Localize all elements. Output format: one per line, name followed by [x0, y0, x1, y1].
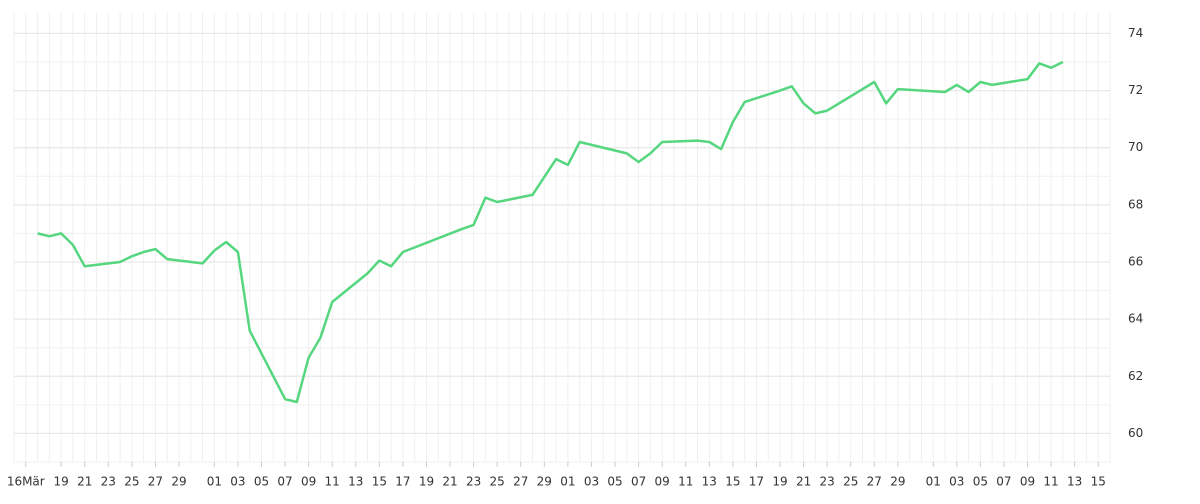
x-tick-label: 13 — [1067, 475, 1082, 489]
x-tick-label: 03 — [230, 475, 245, 489]
x-tick-label: 13 — [348, 475, 363, 489]
x-tick-label: 29 — [537, 475, 552, 489]
x-tick-label: 29 — [171, 475, 186, 489]
x-tick-label: 03 — [584, 475, 599, 489]
y-tick-label: 72 — [1128, 83, 1143, 97]
x-tick-label: 25 — [843, 475, 858, 489]
x-tick-label: 16Mär — [7, 475, 45, 489]
line — [37, 60, 1064, 404]
x-tick-label: 25 — [490, 475, 505, 489]
y-tick-label: 64 — [1128, 312, 1143, 326]
y-tick-label: 66 — [1128, 255, 1143, 269]
x-tick-label: 05 — [607, 475, 622, 489]
x-tick-label: 11 — [1043, 475, 1058, 489]
x-tick-label: 07 — [277, 475, 292, 489]
x-tick-label: 29 — [890, 475, 905, 489]
x-tick-label: 23 — [101, 475, 116, 489]
x-tick-label: 21 — [796, 475, 811, 489]
x-tick-label: 15 — [725, 475, 740, 489]
x-tick-label: 17 — [395, 475, 410, 489]
x-tick-label: 27 — [513, 475, 528, 489]
x-tick-label: 13 — [702, 475, 717, 489]
x-tick-label: 15 — [1091, 475, 1106, 489]
y-tick-label: 74 — [1128, 26, 1143, 40]
x-tick-label: 03 — [949, 475, 964, 489]
y-tick-label: 68 — [1128, 197, 1143, 211]
x-tick-label: 27 — [148, 475, 163, 489]
x-tick-label: 09 — [655, 475, 670, 489]
x-tick-label: 19 — [772, 475, 787, 489]
x-tick-label: 09 — [301, 475, 316, 489]
x-tick-label: 27 — [867, 475, 882, 489]
x-tick-label: 15 — [372, 475, 387, 489]
x-tick-label: 11 — [325, 475, 340, 489]
x-tick-label: 07 — [631, 475, 646, 489]
y-tick-label: 62 — [1128, 369, 1143, 383]
x-tick-label: 19 — [53, 475, 68, 489]
x-tick-label: 07 — [996, 475, 1011, 489]
x-tick-label: 01 — [560, 475, 575, 489]
x-tick-label: 11 — [678, 475, 693, 489]
x-tick-label: 17 — [749, 475, 764, 489]
x-tick-label: 25 — [124, 475, 139, 489]
y-tick-label: 60 — [1128, 426, 1143, 440]
x-tick-label: 19 — [419, 475, 434, 489]
x-tick-label: 05 — [254, 475, 269, 489]
y-tick-label: 70 — [1128, 140, 1143, 154]
x-tick-label: 21 — [442, 475, 457, 489]
x-tick-label: 23 — [820, 475, 835, 489]
x-tick-label: 09 — [1020, 475, 1035, 489]
x-tick-label: 23 — [466, 475, 481, 489]
x-tick-label: 05 — [973, 475, 988, 489]
x-tick-label: 01 — [207, 475, 222, 489]
x-tick-label: 21 — [77, 475, 92, 489]
x-tick-label: 01 — [926, 475, 941, 489]
